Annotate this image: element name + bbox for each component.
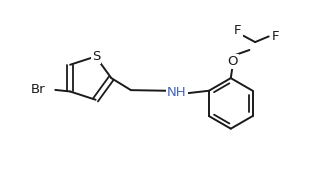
Text: S: S (92, 50, 100, 63)
Text: F: F (272, 30, 280, 43)
Text: NH: NH (167, 86, 187, 99)
Text: Br: Br (31, 83, 46, 96)
Text: O: O (227, 55, 238, 68)
Text: F: F (234, 23, 241, 37)
